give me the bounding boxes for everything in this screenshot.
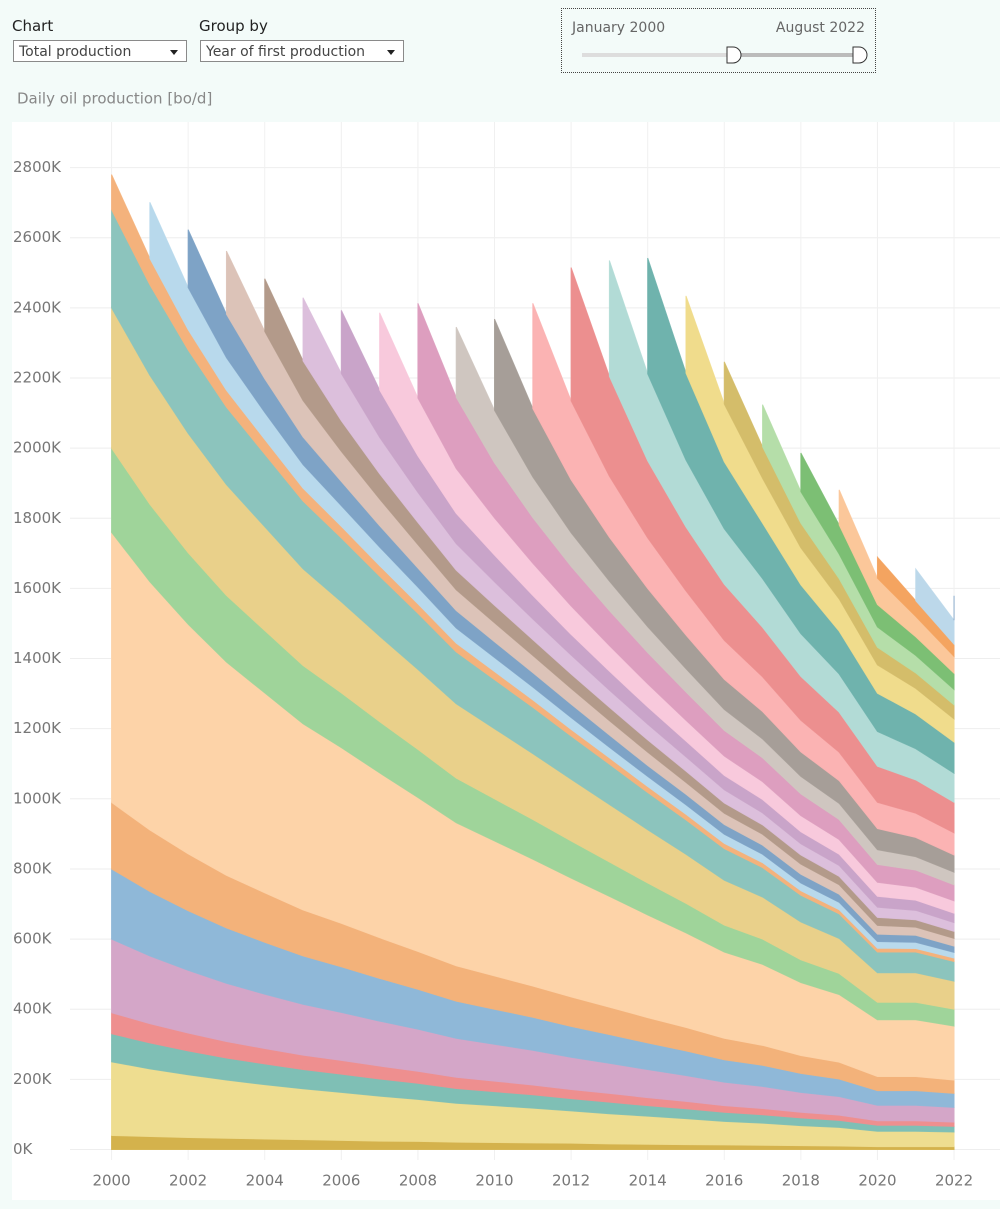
y-tick-label: 800K <box>13 859 53 877</box>
control-label: Chart <box>12 17 54 35</box>
x-tick-label: 2004 <box>246 1172 284 1190</box>
x-tick-label: 2006 <box>322 1172 360 1190</box>
x-tick-label: 2018 <box>782 1172 820 1190</box>
y-tick-label: 1800K <box>13 509 62 527</box>
dropdown-value: Year of first production <box>206 44 366 60</box>
dropdown-value: Total production <box>19 44 132 60</box>
y-tick-label: 2400K <box>13 298 62 316</box>
y-tick-label: 1000K <box>13 789 62 807</box>
x-tick-label: 2014 <box>629 1172 667 1190</box>
y-tick-label: 0K <box>13 1140 34 1158</box>
area <box>915 567 955 646</box>
y-tick-label: 1400K <box>13 649 62 667</box>
control-label: Group by <box>199 17 268 35</box>
y-tick-label: 600K <box>13 930 53 948</box>
y-tick-label: 2200K <box>13 368 62 386</box>
y-tick-label: 2800K <box>13 158 62 176</box>
y-tick-label: 400K <box>13 1000 53 1018</box>
x-tick-label: 2010 <box>475 1172 513 1190</box>
slider-handle[interactable] <box>852 46 868 64</box>
x-tick-label: 2002 <box>169 1172 207 1190</box>
x-tick-label: 2008 <box>399 1172 437 1190</box>
slider-handle[interactable] <box>726 46 742 64</box>
date-slider: January 2000 August 2022 <box>561 8 876 73</box>
x-tick-label: 2016 <box>705 1172 743 1190</box>
chart-dropdown[interactable]: Total production <box>13 40 187 62</box>
group-dropdown[interactable]: Year of first production <box>200 40 404 62</box>
y-tick-label: 200K <box>13 1070 53 1088</box>
y-tick-label: 2000K <box>13 439 62 457</box>
slider-end: August 2022 <box>775 20 865 36</box>
y-tick-label: 1600K <box>13 579 62 597</box>
x-tick-label: 2000 <box>92 1172 130 1190</box>
x-tick-label: 2020 <box>858 1172 896 1190</box>
x-tick-label: 2012 <box>552 1172 590 1190</box>
dropdown-arrow <box>170 50 178 55</box>
x-tick-label: 2022 <box>935 1172 973 1190</box>
dropdown-arrow <box>387 50 395 55</box>
slider-start: January 2000 <box>572 20 666 36</box>
y-tick-label: 1200K <box>13 719 62 737</box>
y-tick-label: 2600K <box>13 228 62 246</box>
y-axis-title: Daily oil production [bo/d] <box>17 90 212 108</box>
slider-track <box>582 46 868 64</box>
